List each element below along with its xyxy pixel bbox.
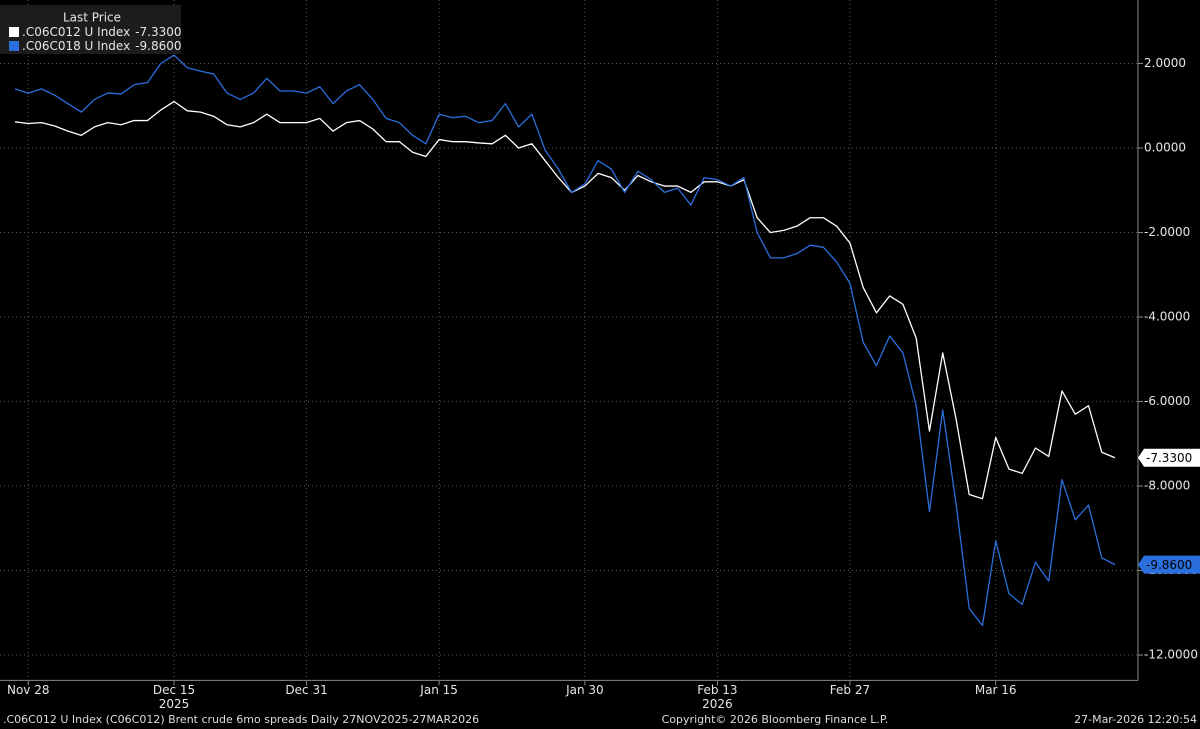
legend-value: -7.3300 bbox=[135, 25, 181, 39]
legend-name: .C06C018 U Index bbox=[22, 39, 130, 53]
footer-center: Copyright© 2026 Bloomberg Finance L.P. bbox=[662, 713, 889, 726]
y-tick-label: -12.0000 bbox=[1144, 648, 1198, 662]
legend-value: -9.8600 bbox=[135, 39, 181, 53]
x-tick-label: Jan 15 bbox=[419, 683, 458, 697]
value-tag bbox=[1138, 555, 1200, 574]
x-tick-label: Dec 15 bbox=[153, 683, 195, 697]
x-tick-label: Nov 28 bbox=[7, 683, 50, 697]
value-tag-label: -9.8600 bbox=[1146, 558, 1192, 572]
legend-box bbox=[0, 5, 181, 54]
series-line bbox=[14, 100, 1116, 500]
legend-label: .C06C012 U Index -7.3300 bbox=[22, 25, 182, 39]
y-tick-label: 0.0000 bbox=[1144, 141, 1186, 155]
series-line bbox=[14, 54, 1116, 627]
legend-swatch bbox=[9, 27, 19, 37]
y-tick-label: 2.0000 bbox=[1144, 56, 1186, 70]
year-label: 2025 bbox=[159, 697, 190, 711]
footer-left: .C06C012 U Index (C06C012) Brent crude 6… bbox=[3, 713, 479, 726]
year-label: 2026 bbox=[702, 697, 733, 711]
legend-title: Last Price bbox=[63, 11, 121, 25]
value-tag-label: -7.3300 bbox=[1146, 451, 1192, 465]
y-tick-label: -6.0000 bbox=[1144, 394, 1190, 408]
legend: Last Price.C06C012 U Index -7.3300.C06C01… bbox=[0, 5, 182, 54]
y-tick-label: -2.0000 bbox=[1144, 225, 1190, 239]
legend-swatch bbox=[9, 41, 19, 51]
value-tag bbox=[1138, 448, 1200, 467]
x-tick-label: Mar 16 bbox=[975, 683, 1017, 697]
x-tick-label: Dec 31 bbox=[285, 683, 327, 697]
x-tick-label: Feb 13 bbox=[697, 683, 737, 697]
x-tick-label: Jan 30 bbox=[565, 683, 604, 697]
footer-right: 27-Mar-2026 12:20:54 bbox=[1074, 713, 1197, 726]
legend-name: .C06C012 U Index bbox=[22, 25, 130, 39]
y-tick-label: -4.0000 bbox=[1144, 310, 1190, 324]
x-tick-label: Feb 27 bbox=[830, 683, 870, 697]
legend-label: .C06C018 U Index -9.8600 bbox=[22, 39, 182, 53]
y-tick-label: -8.0000 bbox=[1144, 479, 1190, 493]
